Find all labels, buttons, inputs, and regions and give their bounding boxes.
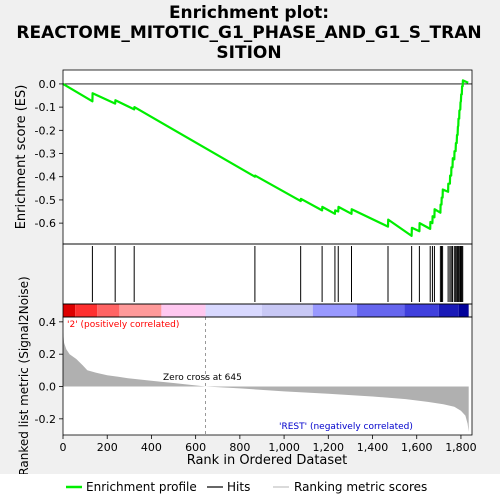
color-bar-segment <box>161 304 206 317</box>
es-y-tick-label: 0.0 <box>39 78 57 91</box>
zero-cross-label: Zero cross at 645 <box>163 373 242 383</box>
es-y-tick-label: -0.6 <box>35 217 56 230</box>
x-axis-label: Rank in Ordered Dataset <box>187 453 348 468</box>
es-y-tick-label: -0.1 <box>35 101 56 114</box>
color-bar-segment <box>63 304 76 317</box>
x-tick-label: 800 <box>229 441 250 454</box>
x-tick-label: 1,400 <box>357 441 389 454</box>
color-bar-segment <box>119 304 162 317</box>
enrichment-profile-line <box>62 79 469 237</box>
color-bar-segment <box>438 304 459 317</box>
color-bar-segment <box>312 304 358 317</box>
color-bar-segment <box>97 304 120 317</box>
x-tick-label: 200 <box>97 441 118 454</box>
metric-panel-frame <box>62 316 473 436</box>
color-bar-segment <box>205 304 262 317</box>
es-panel: 0.0 -0.1 -0.2 -0.3 -0.4 -0.5 -0.6 <box>35 78 472 237</box>
x-tick-label: 1,600 <box>401 441 433 454</box>
title-line-3: SITION <box>216 43 281 63</box>
legend-metric-label: Ranking metric scores <box>294 480 427 494</box>
color-bar-segment <box>75 304 98 317</box>
metric-y-tick-label: 0.4 <box>39 316 57 329</box>
x-tick-label: 1,200 <box>313 441 345 454</box>
metric-panel-background <box>63 317 472 435</box>
x-tick-label: 400 <box>141 441 162 454</box>
color-bar-segment <box>357 304 405 317</box>
rank-color-bar <box>63 304 469 317</box>
legend-enrichment-label: Enrichment profile <box>86 480 197 494</box>
color-bar-segment <box>404 304 439 317</box>
color-bar-segment <box>261 304 313 317</box>
es-y-tick-label: -0.2 <box>35 124 56 137</box>
es-y-tick-label: -0.5 <box>35 194 56 207</box>
es-y-axis-label: Enrichment score (ES) <box>14 85 29 230</box>
color-bar-segment <box>458 304 469 317</box>
x-tick-label: 0 <box>60 441 67 454</box>
metric-y-tick-label: -0.2 <box>35 413 56 426</box>
legend: Enrichment profile Hits Ranking metric s… <box>0 474 500 500</box>
es-y-tick-label: -0.4 <box>35 171 56 184</box>
x-tick-label: 1,000 <box>268 441 300 454</box>
metric-panel: 0.4 0.2 0.0 -0.2 0 200 400 600 800 1,000 1,200 1,40… <box>35 316 477 454</box>
es-y-tick-label: -0.3 <box>35 148 56 161</box>
metric-y-axis-label: Ranked list metric (Signal2Noise) <box>17 276 31 475</box>
title-line-2: REACTOME_MITOTIC_G1_PHASE_AND_G1_S_TRAN <box>16 23 481 43</box>
hits-panel-background <box>63 244 472 304</box>
x-tick-label: 600 <box>185 441 206 454</box>
hits-panel <box>91 246 464 302</box>
legend-background <box>0 474 500 500</box>
positive-correlation-label: '2' (positively correlated) <box>67 320 179 330</box>
es-panel-background <box>63 70 472 244</box>
metric-y-tick-label: 0.0 <box>39 381 57 394</box>
metric-y-tick-label: 0.2 <box>39 348 57 361</box>
legend-hits-label: Hits <box>227 480 250 494</box>
x-tick-label: 1,800 <box>445 441 477 454</box>
negative-correlation-label: 'REST' (negatively correlated) <box>279 422 413 432</box>
ranking-metric-area <box>63 331 469 432</box>
title-line-1: Enrichment plot: <box>169 3 329 23</box>
